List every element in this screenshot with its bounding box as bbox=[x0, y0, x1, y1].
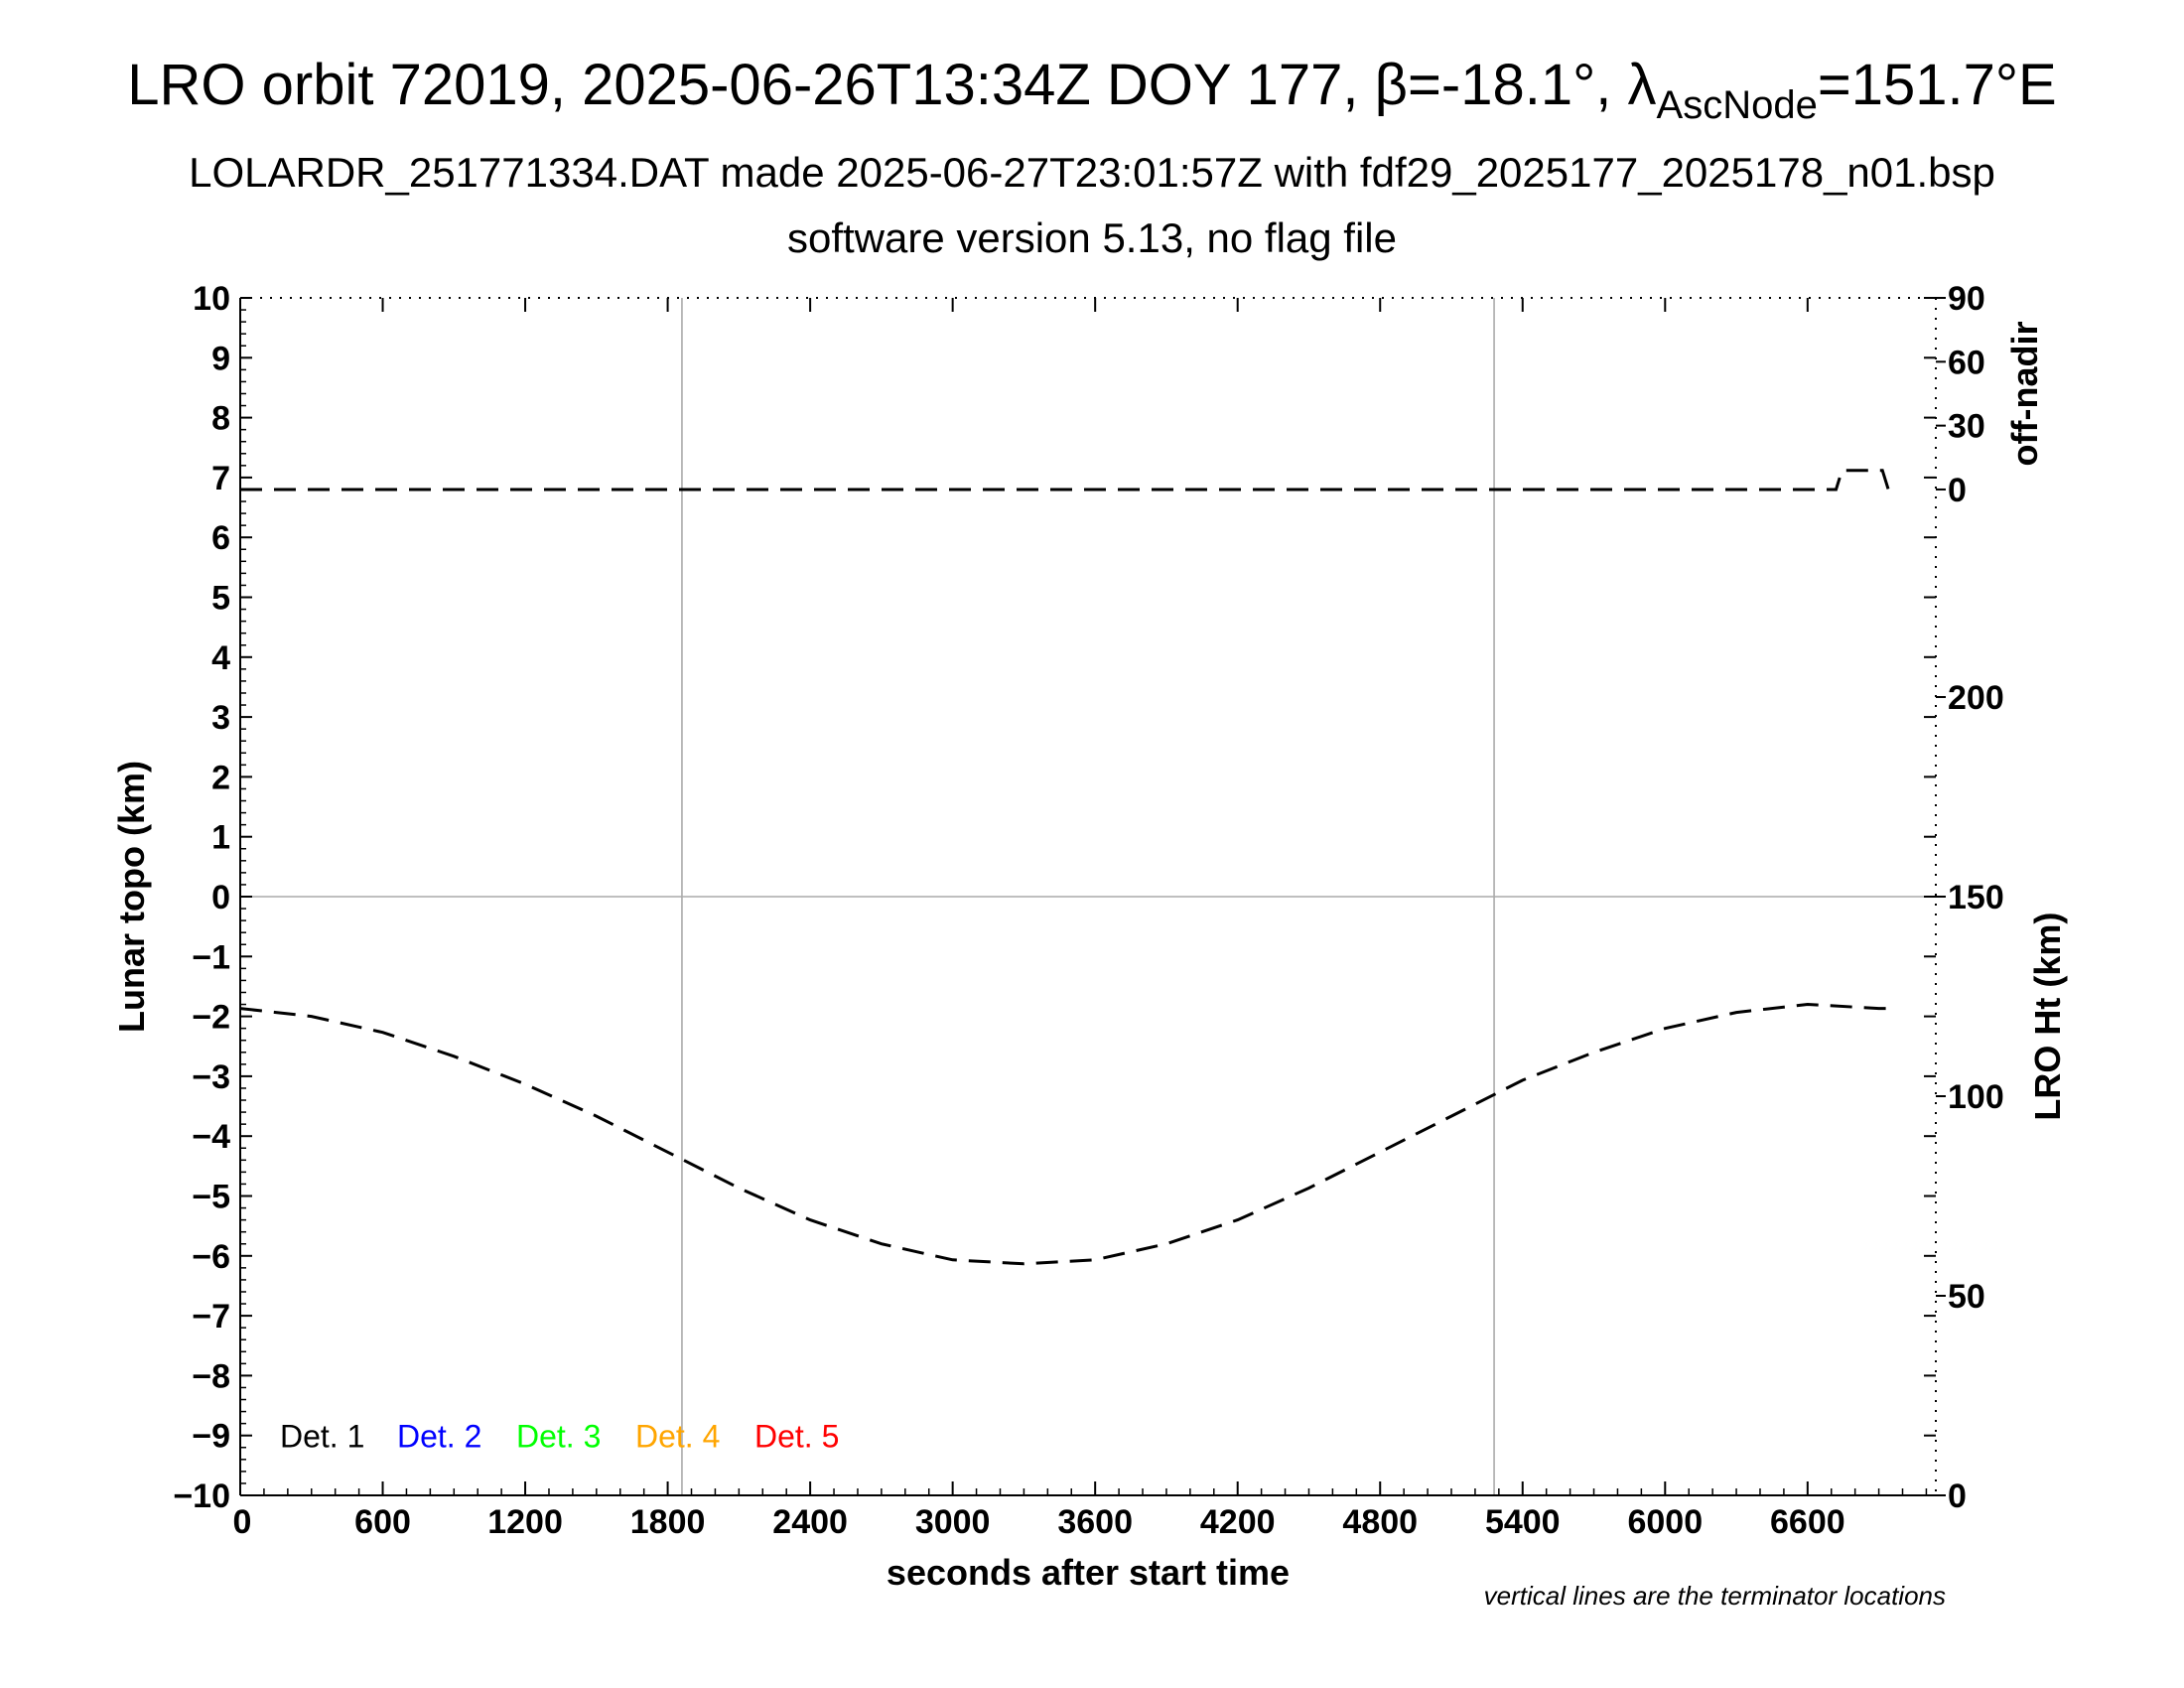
x-tick-label: 4200 bbox=[1200, 1503, 1276, 1541]
y-axis-label-ht: LRO Ht (km) bbox=[2027, 913, 2068, 1121]
y-tick-label: 8 bbox=[211, 400, 230, 438]
y-tick-label: −1 bbox=[192, 938, 230, 976]
legend-entry: Det. 4 bbox=[635, 1419, 720, 1455]
x-tick-label: 1800 bbox=[630, 1503, 706, 1541]
title-lambda-subscript: AscNode bbox=[1656, 83, 1818, 127]
y-axis-label-off-nadir: off-nadir bbox=[2004, 321, 2045, 466]
off-nadir-tick-label: 90 bbox=[1948, 280, 1985, 318]
terminator-note: vertical lines are the terminator locati… bbox=[1483, 1581, 1946, 1611]
x-tick-label: 6000 bbox=[1627, 1503, 1703, 1541]
x-tick-label: 1200 bbox=[487, 1503, 563, 1541]
title-lambda-value: =151.7°E bbox=[1817, 53, 2057, 117]
y-tick-label: 5 bbox=[211, 580, 230, 618]
title-beta-value: =-18.1°, bbox=[1408, 53, 1628, 117]
x-tick-label: 0 bbox=[233, 1503, 252, 1541]
title-prefix: LRO orbit 72019, 2025-06-26T13:34Z DOY 1… bbox=[127, 53, 1375, 117]
series-line-lro-ht bbox=[239, 1002, 1893, 1266]
x-tick-label: 6600 bbox=[1770, 1503, 1845, 1541]
legend-entry: Det. 2 bbox=[397, 1419, 481, 1455]
ht-tick-label: 100 bbox=[1948, 1078, 2004, 1116]
x-tick-label: 3000 bbox=[915, 1503, 991, 1541]
ht-tick-label: 0 bbox=[1948, 1477, 1967, 1515]
y-tick-label: 4 bbox=[211, 639, 230, 677]
x-axis-label: seconds after start time bbox=[887, 1552, 1290, 1593]
chart-subtitle-version: software version 5.13, no flag file bbox=[786, 214, 1397, 261]
legend-entry: Det. 1 bbox=[280, 1419, 364, 1455]
y-tick-label: 9 bbox=[211, 340, 230, 377]
y-axis-label-left: Lunar topo (km) bbox=[111, 761, 152, 1033]
y-tick-label: −9 bbox=[192, 1418, 230, 1456]
legend-entry: Det. 3 bbox=[516, 1419, 601, 1455]
y-tick-label: 6 bbox=[211, 519, 230, 557]
y-tick-label: −4 bbox=[192, 1118, 230, 1156]
x-tick-label: 600 bbox=[354, 1503, 411, 1541]
y-tick-label: 7 bbox=[211, 460, 230, 497]
x-tick-label: 3600 bbox=[1057, 1503, 1133, 1541]
y-tick-label: −3 bbox=[192, 1058, 230, 1096]
y-tick-label: −8 bbox=[192, 1357, 230, 1395]
off-nadir-tick-label: 0 bbox=[1948, 472, 1967, 509]
y-tick-label: 3 bbox=[211, 699, 230, 737]
y-tick-label: −5 bbox=[192, 1179, 230, 1216]
chart-title: LRO orbit 72019, 2025-06-26T13:34Z DOY 1… bbox=[0, 52, 2184, 128]
legend-entry: Det. 5 bbox=[754, 1419, 839, 1455]
y-tick-label: 0 bbox=[211, 879, 230, 916]
series-line-off-nadir bbox=[240, 469, 1893, 492]
off-nadir-tick-label: 30 bbox=[1948, 408, 1985, 446]
x-tick-label: 2400 bbox=[772, 1503, 848, 1541]
y-tick-label: −7 bbox=[192, 1298, 230, 1336]
y-tick-label: −6 bbox=[192, 1238, 230, 1276]
ht-tick-label: 50 bbox=[1948, 1278, 1985, 1316]
title-lambda-symbol: λ bbox=[1627, 53, 1657, 117]
y-tick-label: 2 bbox=[211, 759, 230, 796]
chart-subtitle-file: LOLARDR_251771334.DAT made 2025-06-27T23… bbox=[189, 149, 1995, 196]
y-tick-label: 10 bbox=[193, 280, 230, 318]
ht-tick-label: 200 bbox=[1948, 679, 2004, 717]
off-nadir-tick-label: 60 bbox=[1948, 344, 1985, 381]
y-tick-label: −2 bbox=[192, 999, 230, 1037]
x-tick-label: 5400 bbox=[1485, 1503, 1561, 1541]
ht-tick-label: 150 bbox=[1948, 879, 2004, 916]
y-tick-label: −10 bbox=[173, 1477, 230, 1515]
x-tick-label: 4800 bbox=[1342, 1503, 1418, 1541]
y-tick-label: 1 bbox=[211, 819, 230, 857]
title-beta-symbol: β bbox=[1374, 53, 1409, 117]
